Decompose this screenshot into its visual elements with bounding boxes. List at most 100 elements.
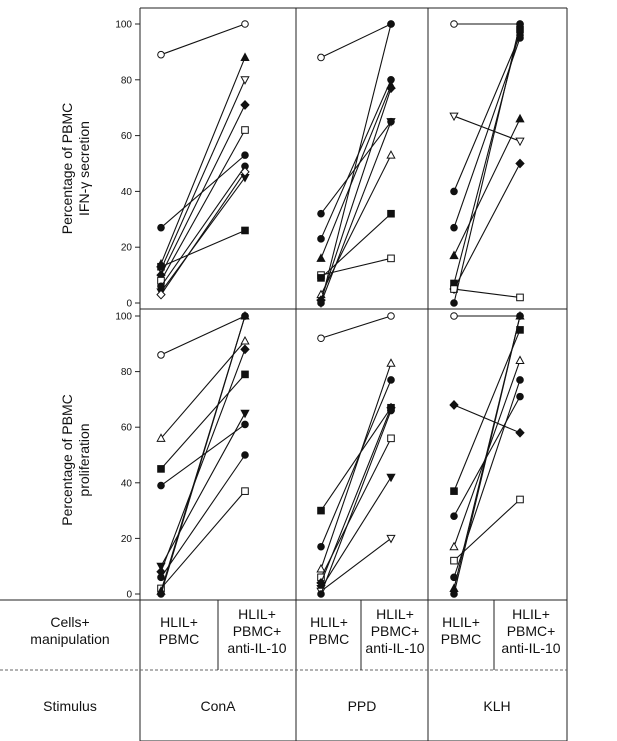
series-line: [453, 288, 521, 298]
series-line: [320, 85, 392, 259]
data-point: [156, 289, 166, 300]
data-point: [387, 20, 395, 28]
series-line: [160, 315, 246, 595]
data-point: [317, 590, 325, 598]
data-point: [449, 541, 459, 551]
series-line: [320, 23, 392, 304]
series-line: [320, 537, 392, 592]
row-label-cells: manipulation: [30, 631, 109, 647]
series-group-ppd: [316, 312, 396, 598]
series-line: [320, 79, 392, 240]
series-line: [160, 129, 246, 281]
series-line: [160, 454, 246, 578]
y-tick-label: 80: [121, 367, 133, 378]
series-line: [160, 154, 246, 229]
series-line: [453, 499, 521, 562]
data-point: [241, 151, 249, 159]
data-point: [240, 52, 250, 61]
condition-label: HLIL+: [238, 606, 276, 622]
data-point: [240, 409, 250, 419]
y-tick-label: 0: [126, 299, 132, 310]
series-line: [320, 121, 392, 215]
series-line: [160, 177, 246, 293]
data-point: [240, 344, 250, 355]
data-point: [241, 312, 249, 320]
series-line: [320, 121, 392, 304]
y-tick-label: 40: [121, 478, 133, 489]
data-point: [516, 312, 524, 320]
series-line: [160, 79, 246, 270]
series-line: [160, 104, 246, 276]
data-point: [241, 20, 249, 28]
y-axis-label: Percentage of PBMC: [59, 394, 75, 526]
series-line: [453, 404, 521, 434]
series-line: [320, 363, 392, 570]
condition-label: HLIL+: [160, 614, 198, 630]
data-point: [387, 376, 395, 384]
data-point: [157, 465, 165, 473]
series-line: [320, 87, 392, 301]
condition-label: HLIL+: [376, 606, 414, 622]
data-point: [450, 556, 458, 565]
stimulus-label: KLH: [483, 698, 510, 714]
y-axis-label: Percentage of PBMC: [59, 103, 75, 235]
y-tick-label: 20: [121, 243, 133, 254]
data-point: [241, 126, 249, 134]
data-point: [387, 312, 395, 320]
data-point: [156, 433, 166, 442]
data-point: [515, 137, 525, 147]
data-point: [317, 274, 325, 282]
data-point: [240, 335, 250, 345]
data-point: [387, 254, 395, 263]
data-point: [240, 166, 250, 177]
series-line: [320, 410, 392, 595]
condition-label: anti-IL-10: [365, 640, 424, 656]
series-line: [160, 57, 246, 265]
series-group-cona: [156, 310, 250, 598]
series-line: [320, 407, 392, 511]
data-point: [157, 573, 165, 582]
data-point: [450, 299, 458, 307]
data-point: [317, 209, 325, 218]
data-point: [450, 20, 458, 28]
series-line: [160, 229, 246, 268]
data-point: [450, 312, 458, 320]
series-line: [320, 23, 392, 58]
series-line: [160, 315, 246, 356]
condition-label: anti-IL-10: [227, 640, 286, 656]
row-label-stimulus: Stimulus: [43, 698, 97, 714]
data-point: [387, 209, 395, 218]
data-point: [316, 563, 326, 573]
y-tick-label: 100: [115, 20, 132, 31]
series-group-cona: [156, 20, 250, 300]
data-point: [157, 50, 165, 59]
data-point: [515, 113, 525, 123]
data-point: [449, 112, 459, 122]
series-line: [453, 163, 521, 290]
series-line: [453, 315, 521, 595]
series-line: [320, 407, 392, 584]
y-tick-label: 40: [121, 187, 133, 198]
data-point: [241, 451, 249, 459]
data-point: [241, 487, 249, 495]
data-point: [387, 434, 395, 443]
data-point: [386, 83, 396, 94]
y-tick-label: 0: [126, 590, 132, 601]
stimulus-label: ConA: [200, 698, 236, 714]
condition-label: anti-IL-10: [501, 640, 560, 656]
series-line: [320, 379, 392, 547]
condition-label: PBMC: [159, 631, 199, 647]
series-line: [160, 349, 246, 572]
data-point: [386, 473, 396, 483]
condition-label: PBMC+: [371, 623, 420, 639]
data-point: [387, 406, 395, 415]
row-label-cells: Cells+: [50, 614, 89, 630]
data-point: [317, 235, 325, 243]
data-point: [515, 427, 525, 438]
stimulus-label: PPD: [348, 698, 377, 714]
data-point: [449, 250, 459, 260]
series-line: [320, 315, 392, 339]
y-axis-label: proliferation: [76, 423, 92, 496]
series-line: [453, 115, 521, 142]
data-point: [386, 358, 396, 367]
